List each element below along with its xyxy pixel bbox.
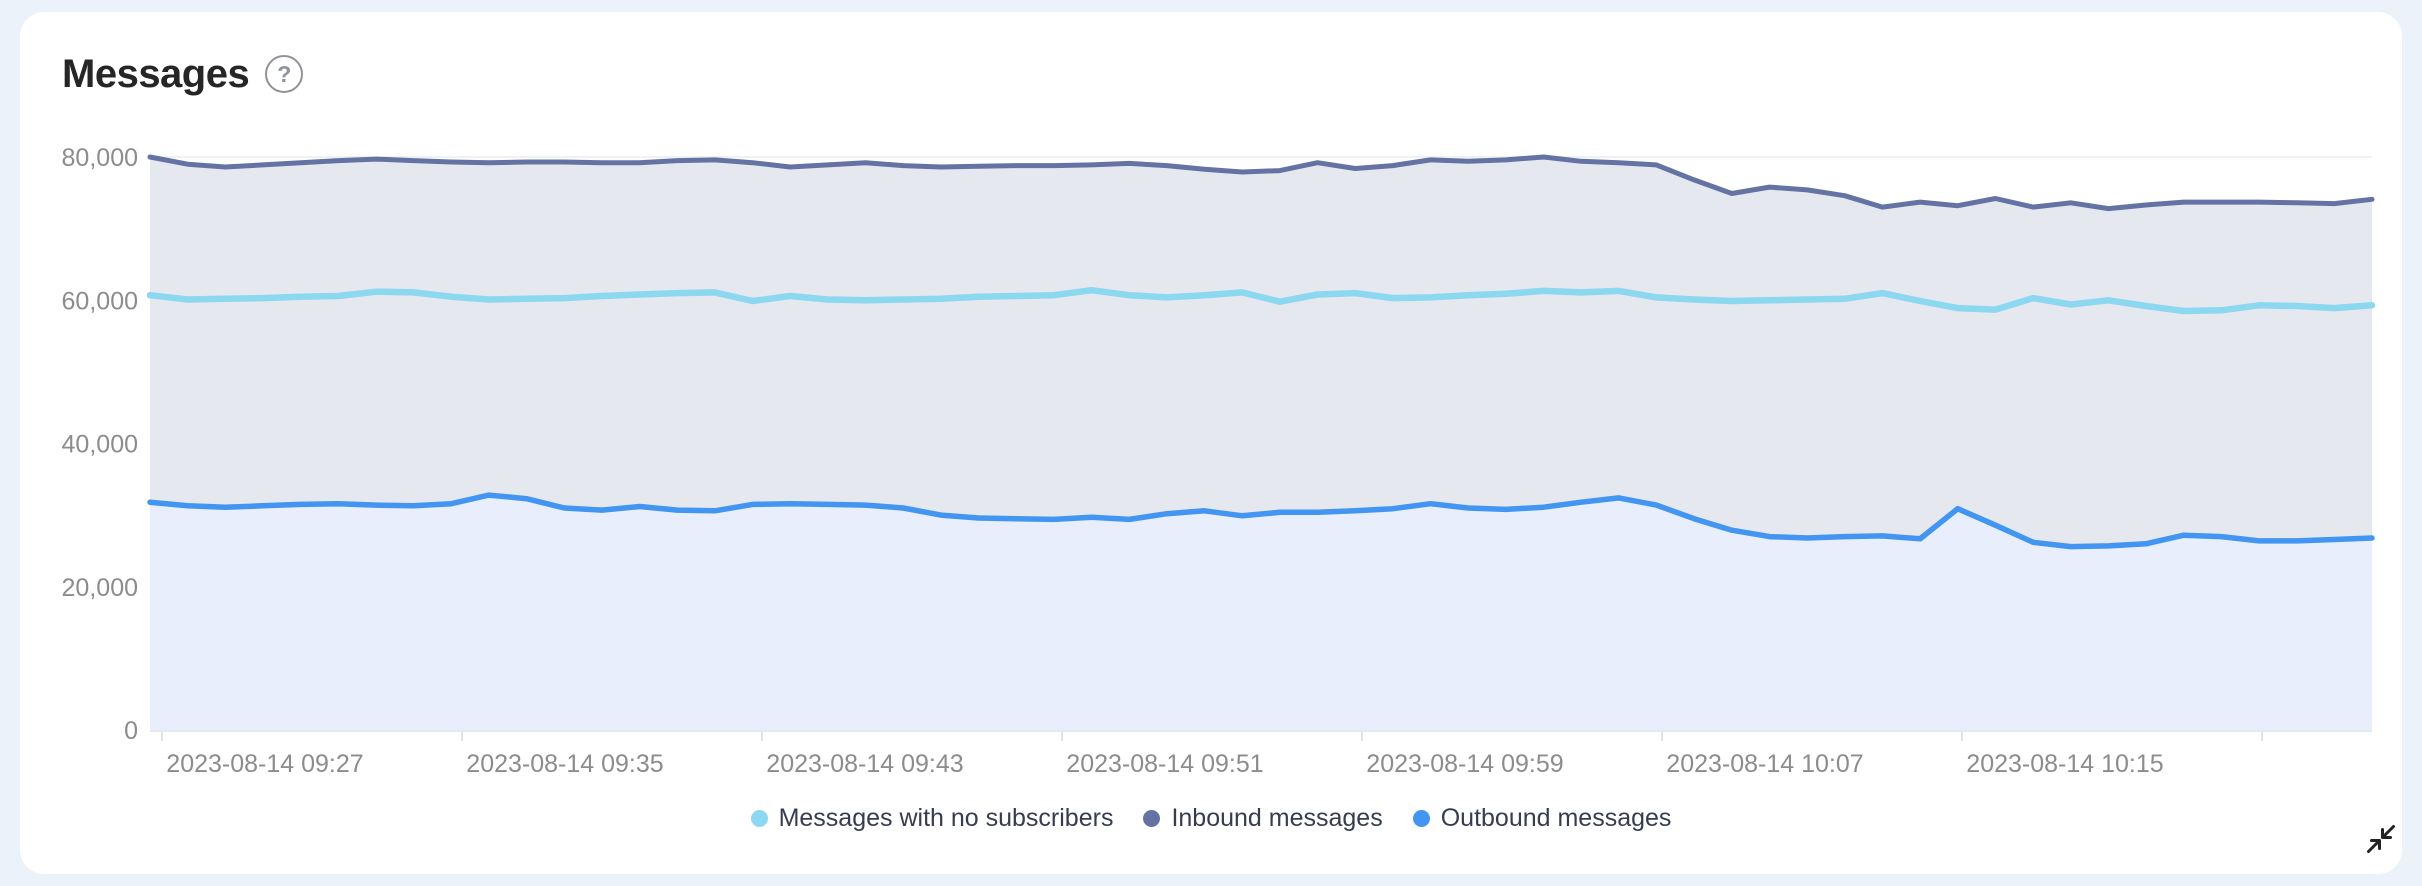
y-axis-label: 0	[124, 717, 138, 745]
legend-dot-icon	[750, 809, 768, 827]
y-axis-label: 80,000	[62, 144, 138, 172]
panel-header: Messages ?	[62, 52, 304, 96]
series-line-2	[147, 492, 2375, 550]
collapse-icon	[2367, 825, 2395, 853]
collapse-button[interactable]	[2358, 816, 2404, 862]
help-icon[interactable]: ?	[265, 55, 304, 93]
legend-dot-icon	[1143, 809, 1161, 827]
legend-label: Inbound messages	[1171, 803, 1383, 832]
x-axis-label: 2023-08-14 09:51	[1066, 750, 1263, 778]
series-line-1	[147, 154, 2375, 212]
x-axis-label: 2023-08-14 09:27	[166, 750, 363, 778]
legend-label: Messages with no subscribers	[778, 803, 1114, 832]
x-axis-label: 2023-08-14 10:15	[1966, 750, 2163, 778]
chart-axis-labels: 0 20,000 40,000 60,000 80,000 2023-08-14 09:2…	[62, 144, 2164, 778]
x-axis-label: 2023-08-14 09:35	[466, 750, 663, 778]
y-axis-label: 40,000	[62, 431, 138, 459]
y-axis-label: 60,000	[62, 287, 138, 315]
x-axis-label: 2023-08-14 09:59	[1366, 750, 1563, 778]
chart-lines	[146, 154, 2376, 550]
area-fill-2	[150, 495, 2372, 730]
y-axis-label: 20,000	[62, 574, 138, 602]
series-line-0	[146, 286, 2376, 315]
legend-dot-icon	[1412, 809, 1430, 827]
x-axis-label: 2023-08-14 09:43	[766, 750, 963, 778]
legend-item-2[interactable]: Outbound messages	[1412, 803, 1672, 833]
legend-item-0[interactable]: Messages with no subscribers	[750, 803, 1114, 833]
chart-axis	[150, 730, 2372, 741]
chart-legend: Messages with no subscribers Inbound mess…	[20, 798, 2402, 838]
legend-item-1[interactable]: Inbound messages	[1143, 803, 1383, 833]
legend-label: Outbound messages	[1440, 803, 1672, 832]
panel-title: Messages	[62, 52, 250, 96]
x-axis-label: 2023-08-14 10:07	[1666, 750, 1863, 778]
chart-areas	[150, 157, 2372, 730]
